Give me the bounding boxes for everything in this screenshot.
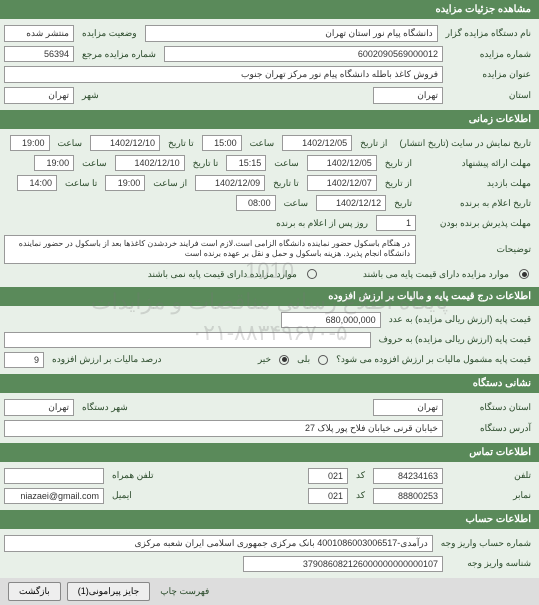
- print-link[interactable]: فهرست چاپ: [156, 586, 213, 597]
- visit-from-date: 1402/12/07: [307, 175, 377, 191]
- phone-code-field: 021: [308, 468, 348, 484]
- no-base-price-radio[interactable]: [307, 269, 317, 279]
- price-info-body: قیمت پایه (ارزش ریالی مزایده) به عدد 680…: [0, 306, 539, 374]
- phone-num-field: 84234163: [373, 468, 443, 484]
- winner-accept-suffix: روز پس از اعلام به برنده: [272, 218, 372, 229]
- visit-deadline-label: مهلت بازدید: [420, 178, 535, 189]
- proposal-to-time: 19:00: [34, 155, 74, 171]
- account-body: شماره حساب واریز وجه درآمدی-400108600300…: [0, 529, 539, 578]
- publish-to-time: 19:00: [10, 135, 50, 151]
- org-address-header: نشانی دستگاه: [0, 374, 539, 393]
- proposal-to-date: 1402/12/10: [115, 155, 185, 171]
- account-no-field: درآمدی-4001086003006517 بانک مرکزی جمهور…: [4, 535, 433, 552]
- back-button[interactable]: بازگشت: [8, 582, 61, 601]
- base-price-num-field: 680,000,000: [281, 312, 381, 328]
- account-no-label: شماره حساب واریز وجه: [437, 538, 535, 549]
- fax-label: نمابر: [447, 490, 535, 501]
- publish-to-date: 1402/12/10: [90, 135, 160, 151]
- description-label: توضیحات: [420, 244, 535, 255]
- status-field: منتشر شده: [4, 25, 74, 42]
- winner-announce-label: تاریخ اعلام به برنده: [420, 198, 535, 209]
- proposal-from-time: 15:15: [226, 155, 266, 171]
- winner-accept-label: مهلت پذیرش برنده بودن: [420, 218, 535, 229]
- org-province-field: تهران: [373, 399, 443, 416]
- province-field: تهران: [373, 87, 443, 104]
- vat-pct-field: 9: [4, 352, 44, 368]
- publish-date-label: تاریخ نمایش در سایت (تاریخ انتشار): [395, 138, 535, 149]
- fax-code-field: 021: [308, 488, 348, 504]
- org-address-body: استان دستگاه تهران شهر دستگاه تهران آدرس…: [0, 393, 539, 443]
- city-label: شهر: [78, 90, 103, 101]
- city-field: تهران: [4, 87, 74, 104]
- has-base-price-label: موارد مزایده دارای قیمت پایه می باشند: [359, 269, 513, 280]
- base-price-text-label: قیمت پایه (ارزش ریالی مزایده) به حروف: [375, 334, 535, 345]
- proposal-from-date: 1402/12/05: [307, 155, 377, 171]
- visit-from-time: 19:00: [105, 175, 145, 191]
- publish-from-time: 15:00: [202, 135, 242, 151]
- ref-no-field: 56394: [4, 46, 74, 62]
- visit-to-date: 1402/12/09: [195, 175, 265, 191]
- description-field: در هنگام باسکول حضور نماینده دانشگاه الز…: [4, 235, 416, 264]
- email-label: ایمیل: [108, 490, 136, 501]
- base-price-num-label: قیمت پایه (ارزش ریالی مزایده) به عدد: [385, 314, 535, 325]
- org-city-field: تهران: [4, 399, 74, 416]
- title-label: عنوان مزایده: [447, 69, 535, 80]
- note-button[interactable]: جایز پیرامونی(1): [67, 582, 150, 601]
- vat-yes-radio[interactable]: [318, 355, 328, 365]
- publish-from-date: 1402/12/05: [282, 135, 352, 151]
- time-info-header: اطلاعات زمانی: [0, 110, 539, 129]
- org-province-label: استان دستگاه: [447, 402, 535, 413]
- deposit-id-label: شناسه واریز وجه: [447, 558, 535, 569]
- ref-no-label: شماره مزایده مرجع: [78, 49, 160, 60]
- proposal-deadline-label: مهلت ارائه پیشنهاد: [420, 158, 535, 169]
- org-name-label: نام دستگاه مزایده گزار: [442, 28, 535, 39]
- phone-label: تلفن: [447, 470, 535, 481]
- auction-no-field: 6002090569000012: [164, 46, 443, 62]
- vat-no-radio[interactable]: [279, 355, 289, 365]
- auction-no-label: شماره مزایده: [447, 49, 535, 60]
- visit-to-time: 14:00: [17, 175, 57, 191]
- time-info-body: تاریخ نمایش در سایت (تاریخ انتشار) از تا…: [0, 129, 539, 287]
- deposit-id-field: 379086082126000000000000107: [243, 556, 443, 572]
- org-addr-label: آدرس دستگاه: [447, 423, 535, 434]
- mobile-field: [4, 468, 104, 484]
- org-city-label: شهر دستگاه: [78, 402, 132, 413]
- winner-time: 08:00: [236, 195, 276, 211]
- vat-question-label: قیمت پایه مشمول مالیات بر ارزش افزوده می…: [332, 354, 535, 365]
- account-header: اطلاعات حساب: [0, 510, 539, 529]
- footer-bar: فهرست چاپ جایز پیرامونی(1) بازگشت: [0, 578, 539, 605]
- auction-details-body: نام دستگاه مزایده گزار دانشگاه پیام نور …: [0, 19, 539, 110]
- price-info-header: اطلاعات درج قیمت پایه و مالیات بر ارزش ا…: [0, 287, 539, 306]
- contact-header: اطلاعات تماس: [0, 443, 539, 462]
- no-base-price-label: موارد مزایده دارای قیمت پایه نمی باشند: [144, 269, 301, 280]
- base-price-text-field: [4, 332, 371, 348]
- email-field: niazaei@gmail.com: [4, 488, 104, 504]
- winner-accept-days: 1: [376, 215, 416, 231]
- title-field: فروش کاغذ باطله دانشگاه پیام نور مرکز ته…: [4, 66, 443, 83]
- mobile-label: تلفن همراه: [108, 470, 158, 481]
- org-addr-field: خیابان قرنی خیابان فلاح پور پلاک 27: [4, 420, 443, 437]
- winner-date: 1402/12/12: [316, 195, 386, 211]
- status-label: وضعیت مزایده: [78, 28, 141, 39]
- vat-pct-label: درصد مالیات بر ارزش افزوده: [48, 354, 165, 365]
- contact-body: تلفن 84234163 کد 021 تلفن همراه نمابر 88…: [0, 462, 539, 510]
- auction-details-header: مشاهده جزئیات مزایده: [0, 0, 539, 19]
- org-name-field: دانشگاه پیام نور استان تهران: [145, 25, 438, 42]
- province-label: استان: [447, 90, 535, 101]
- has-base-price-radio[interactable]: [519, 269, 529, 279]
- fax-num-field: 88800253: [373, 488, 443, 504]
